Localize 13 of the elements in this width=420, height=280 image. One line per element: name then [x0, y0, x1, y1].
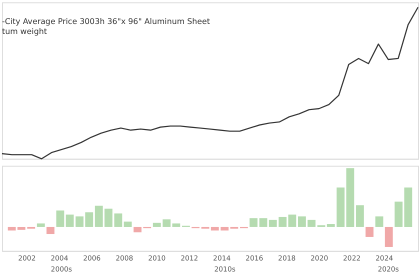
bar [375, 216, 384, 227]
bar [124, 222, 132, 227]
bar [46, 226, 54, 234]
bar [250, 218, 258, 227]
bar [366, 226, 374, 237]
bar [356, 205, 364, 227]
text: -City Average Price 3003h 36"x 96" Aluminum Sheet [2, 17, 210, 26]
text: tum weight [2, 26, 47, 36]
bar [56, 210, 64, 227]
bar [36, 223, 45, 227]
bar [259, 218, 268, 227]
bar [384, 226, 393, 247]
bar [114, 213, 122, 227]
